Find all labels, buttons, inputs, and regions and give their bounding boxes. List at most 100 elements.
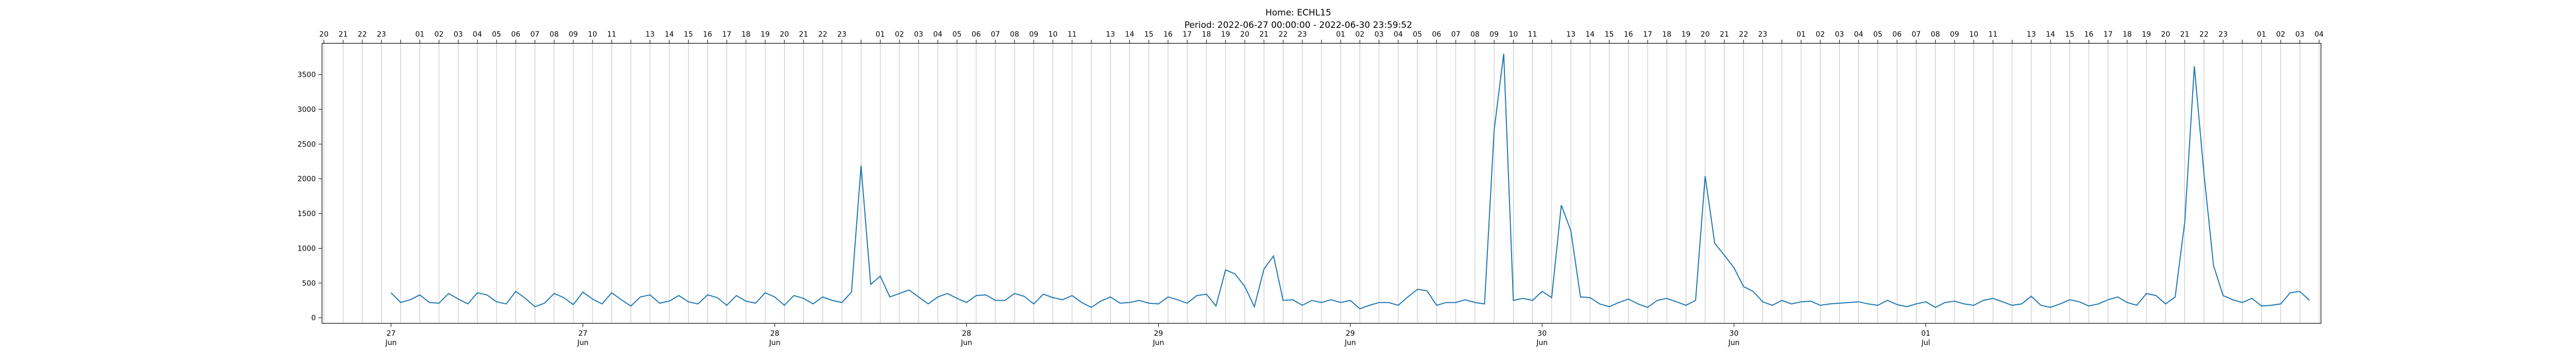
x-tick-day-label: 28 — [770, 330, 779, 338]
top-tick-label: 21 — [1720, 30, 1729, 39]
top-tick-label: 11 — [607, 30, 616, 39]
y-tick-label: 3500 — [297, 71, 316, 79]
x-tick-month-label: Jun — [1728, 339, 1740, 347]
x-tick-day-label: 27 — [386, 330, 396, 338]
top-tick-label: 20 — [1701, 30, 1710, 39]
top-tick-label: 16 — [1624, 30, 1633, 39]
top-tick-label: 21 — [2180, 30, 2190, 39]
top-tick-label: 11 — [1528, 30, 1537, 39]
x-tick-month-label: Jun — [1153, 339, 1164, 347]
y-tick-label: 1500 — [297, 210, 316, 218]
top-tick-label: 18 — [2123, 30, 2132, 39]
top-tick-label: 09 — [1489, 30, 1499, 39]
x-tick-day-label: 28 — [962, 330, 971, 338]
top-tick-label: 16 — [1163, 30, 1173, 39]
top-tick-label: 17 — [722, 30, 732, 39]
chart-title: Home: ECHL15 — [1265, 8, 1331, 18]
top-tick-label: 22 — [1739, 30, 1748, 39]
top-tick-label: 10 — [1969, 30, 1978, 39]
y-tick-label: 3000 — [297, 106, 316, 114]
y-tick-label: 500 — [302, 280, 316, 288]
top-tick-label: 01 — [2257, 30, 2266, 39]
top-tick-label: 09 — [1029, 30, 1039, 39]
x-tick-month-label: Jul — [1921, 339, 1930, 347]
x-tick-month-label: Jun — [769, 339, 781, 347]
plot-frame — [321, 43, 2321, 324]
top-tick-label: 15 — [2065, 30, 2074, 39]
top-tick-label: 02 — [1816, 30, 1825, 39]
x-tick-month-label: Jun — [385, 339, 397, 347]
top-tick-label: 18 — [741, 30, 751, 39]
top-tick-label: 08 — [550, 30, 559, 39]
x-tick-month-label: Jun — [960, 339, 972, 347]
top-tick-label: 20 — [779, 30, 789, 39]
top-tick-label: 13 — [646, 30, 655, 39]
top-tick-label: 07 — [530, 30, 539, 39]
x-tick-day-label: 29 — [1346, 330, 1355, 338]
x-tick-day-label: 30 — [1730, 330, 1739, 338]
top-hour-axis: 20 21 22 23 01 02 03 04 05 06 07 08 09 10 11 13 14 15 16 17… — [319, 30, 2324, 43]
top-tick-label: 16 — [703, 30, 712, 39]
top-tick-label: 20 — [2161, 30, 2170, 39]
top-tick-label: 13 — [1106, 30, 1115, 39]
top-tick-label: 22 — [358, 30, 367, 39]
top-tick-label: 19 — [1221, 30, 1230, 39]
top-tick-label: 16 — [2084, 30, 2093, 39]
top-tick-label: 06 — [1432, 30, 1441, 39]
top-tick-label: 19 — [2142, 30, 2151, 39]
x-tick-day-label: 27 — [578, 330, 587, 338]
top-tick-label: 07 — [1911, 30, 1921, 39]
top-tick-label: 04 — [933, 30, 942, 39]
top-tick-label: 23 — [1298, 30, 1307, 39]
top-tick-label: 18 — [1202, 30, 1211, 39]
y-tick-label: 0 — [311, 314, 316, 322]
chart-subtitle: Period: 2022-06-27 00:00:00 - 2022-06-30… — [1184, 20, 1412, 30]
top-tick-label: 03 — [1835, 30, 1844, 39]
top-tick-label: 23 — [2218, 30, 2228, 39]
top-tick-label: 18 — [1662, 30, 1671, 39]
top-tick-label: 15 — [684, 30, 693, 39]
top-tick-label: 04 — [2314, 30, 2324, 39]
top-tick-label: 15 — [1605, 30, 1614, 39]
top-tick-label: 05 — [492, 30, 501, 39]
top-tick-label: 10 — [1048, 30, 1058, 39]
top-tick-label: 23 — [1758, 30, 1767, 39]
top-tick-label: 03 — [1375, 30, 1384, 39]
top-tick-label: 09 — [569, 30, 578, 39]
y-tick-label: 2000 — [297, 175, 316, 184]
y-axis: 0 500 1000 1500 2000 2500 3000 3500 — [297, 71, 322, 322]
y-tick-label: 2500 — [297, 140, 316, 149]
top-tick-label: 04 — [1854, 30, 1863, 39]
top-tick-label: 14 — [2046, 30, 2055, 39]
top-tick-label: 14 — [665, 30, 674, 39]
top-tick-label: 05 — [953, 30, 962, 39]
top-tick-label: 19 — [1682, 30, 1691, 39]
top-tick-label: 17 — [2104, 30, 2113, 39]
top-tick-label: 11 — [1988, 30, 1997, 39]
top-tick-label: 05 — [1413, 30, 1422, 39]
top-tick-label: 21 — [1259, 30, 1268, 39]
top-tick-label: 03 — [2295, 30, 2304, 39]
top-tick-label: 06 — [511, 30, 520, 39]
top-tick-label: 23 — [837, 30, 846, 39]
top-tick-label: 22 — [1279, 30, 1288, 39]
x-tick-month-label: Jun — [577, 339, 588, 347]
top-tick-label: 17 — [1643, 30, 1652, 39]
top-tick-label: 06 — [1892, 30, 1902, 39]
top-tick-label: 04 — [473, 30, 482, 39]
top-tick-label: 10 — [588, 30, 597, 39]
top-tick-label: 02 — [895, 30, 904, 39]
top-tick-label: 02 — [1355, 30, 1365, 39]
y-tick-label: 1000 — [297, 245, 316, 253]
x-tick-day-label: 01 — [1921, 330, 1930, 338]
top-tick-label: 03 — [453, 30, 463, 39]
top-tick-label: 04 — [1394, 30, 1403, 39]
x-axis: 27Jun27Jun28Jun28Jun29Jun29Jun30Jun30Jun… — [385, 323, 1930, 347]
top-tick-label: 02 — [434, 30, 444, 39]
series-line — [391, 54, 2310, 309]
top-tick-label: 06 — [972, 30, 981, 39]
top-tick-label: 07 — [1451, 30, 1461, 39]
top-tick-label: 01 — [1336, 30, 1345, 39]
top-tick-label: 20 — [1240, 30, 1249, 39]
